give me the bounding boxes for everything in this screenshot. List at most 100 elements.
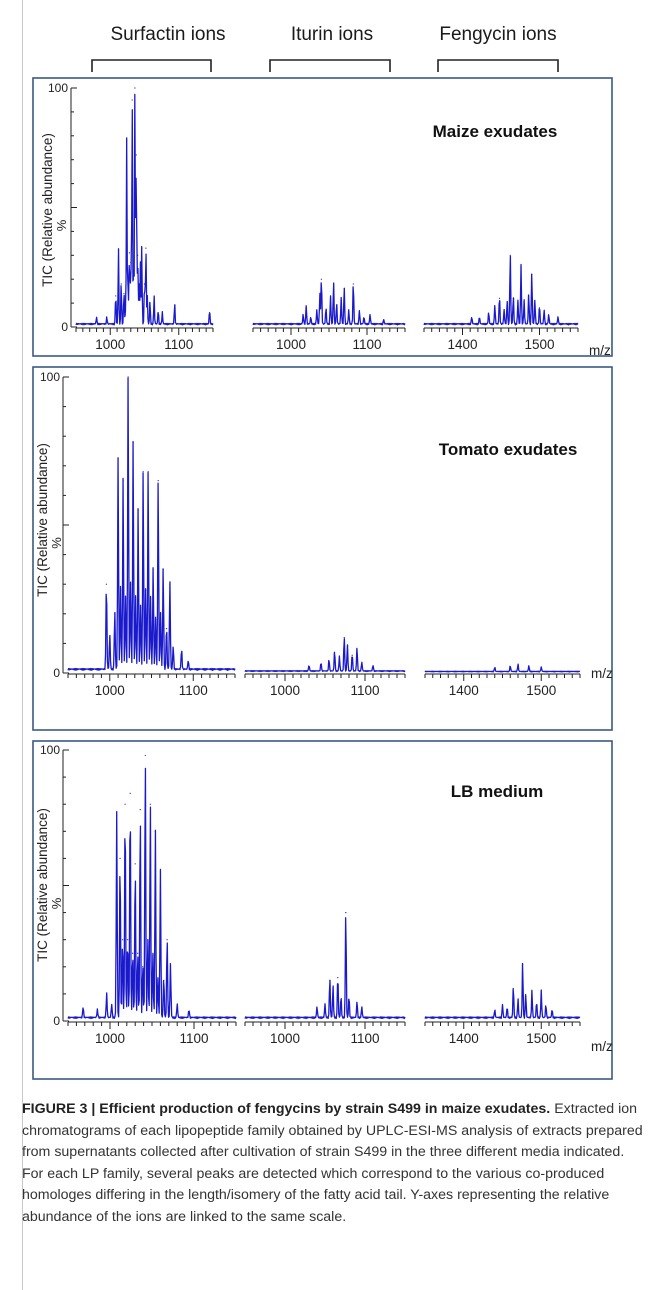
segment-surfactin-ions: 1000 1100 — [67, 754, 237, 1046]
ion-trace-line — [67, 767, 237, 1020]
peak-point — [187, 663, 189, 665]
peak-point — [325, 309, 327, 311]
peak-point — [369, 316, 371, 319]
peak-point — [132, 952, 134, 954]
peak-point — [169, 966, 172, 968]
peak-point — [343, 636, 345, 639]
peak-point — [332, 283, 335, 285]
peak-point — [494, 667, 496, 670]
y-axis-label: TIC (Relative abundance) — [35, 443, 50, 597]
peak-point — [117, 249, 120, 252]
peak-point — [130, 583, 132, 585]
peak-point — [106, 319, 108, 321]
ion-group-labels: Surfactin ions Iturin ions Fengycin ions — [91, 24, 559, 72]
peak-point — [557, 319, 559, 321]
peak-point — [501, 1006, 504, 1009]
peak-point — [520, 266, 522, 268]
peak-point — [166, 939, 168, 941]
peak-point — [363, 319, 365, 321]
peak-point — [157, 480, 159, 482]
x-tick-label: 1500 — [524, 337, 554, 352]
peak-point — [316, 312, 318, 314]
peak-point — [509, 254, 511, 256]
ion-trace-line — [423, 255, 579, 326]
peak-point — [150, 598, 152, 600]
y-axis-percent-label: % — [54, 219, 69, 231]
peak-point — [134, 87, 136, 89]
peak-point — [147, 939, 149, 941]
peak-point — [119, 857, 121, 860]
peak-point — [127, 939, 129, 941]
figure-caption: FIGURE 3 | Efficient production of fengy… — [22, 1099, 648, 1228]
peak-point — [302, 316, 304, 319]
chart-panel-maize-exudates: Maize exudates TIC (Relative abundance) % 1… — [32, 77, 613, 358]
peak-point — [543, 312, 545, 314]
peak-point — [120, 589, 122, 591]
peak-point — [494, 1012, 496, 1014]
peak-point — [336, 304, 338, 307]
peak-point — [137, 509, 139, 511]
x-tick-label: 1000 — [276, 337, 306, 352]
segment-iturin-ions: 1000 1100 — [252, 278, 406, 352]
peak-point — [320, 278, 322, 280]
peak-point — [512, 987, 514, 990]
peak-point — [340, 998, 342, 1000]
peak-point — [157, 979, 159, 981]
peak-point — [169, 583, 171, 585]
peak-point — [152, 568, 154, 571]
peak-point — [517, 1001, 519, 1003]
x-tick-label: 1400 — [449, 683, 479, 698]
peak-point — [116, 814, 118, 816]
peak-point — [509, 666, 511, 668]
peak-point — [340, 300, 342, 302]
peak-point — [351, 654, 353, 656]
peak-point — [165, 628, 168, 630]
caption-body: Extracted ion chromatograms of each lipo… — [22, 1101, 643, 1225]
peak-point — [361, 1009, 363, 1011]
peak-point — [145, 247, 147, 249]
peak-point — [383, 321, 385, 323]
peak-point — [525, 996, 527, 998]
peak-point — [143, 283, 146, 285]
fengycin-group-label: Fengycin ions — [439, 24, 556, 45]
y-axis-percent-label: % — [49, 537, 64, 549]
x-tick-label: 1500 — [526, 1031, 556, 1046]
ion-trace-line — [67, 377, 236, 671]
peak-point — [329, 297, 332, 299]
peak-point — [478, 319, 481, 321]
segment-fengycin-ions: 1400 1500 — [423, 254, 579, 352]
peak-point — [162, 568, 164, 571]
ion-trace-line — [424, 663, 581, 673]
peak-point — [551, 1012, 553, 1014]
y-tick-label-0: 0 — [61, 320, 68, 334]
peak-point — [139, 809, 141, 811]
peak-point — [95, 319, 98, 321]
peak-point — [531, 993, 533, 995]
peak-point — [176, 1006, 178, 1009]
peak-point — [356, 1004, 358, 1006]
peak-point — [316, 1009, 318, 1011]
peak-point — [127, 376, 129, 378]
peak-point — [128, 252, 131, 254]
peak-point — [132, 441, 134, 443]
panel-frame — [32, 366, 613, 731]
figure-canvas: Surfactin ions Iturin ions Fengycin ions… — [32, 24, 613, 1080]
peak-point — [534, 302, 536, 304]
peak-point — [348, 998, 350, 1000]
peak-point — [105, 583, 108, 585]
x-tick-label: 1100 — [164, 337, 193, 352]
peak-point — [138, 283, 140, 285]
peak-point — [174, 304, 176, 307]
peak-point — [332, 987, 334, 990]
peak-point — [338, 657, 340, 659]
peak-point — [117, 459, 119, 461]
peak-point — [324, 1006, 326, 1009]
peak-point — [126, 139, 128, 142]
peak-point — [159, 871, 161, 873]
iturin-bracket — [269, 59, 391, 72]
y-axis-label: TIC (Relative abundance) — [40, 133, 55, 287]
ion-trace-line — [424, 962, 581, 1020]
iturin-group-label: Iturin ions — [291, 24, 373, 45]
x-tick-label: 1400 — [449, 1031, 479, 1046]
peak-point — [122, 480, 124, 482]
